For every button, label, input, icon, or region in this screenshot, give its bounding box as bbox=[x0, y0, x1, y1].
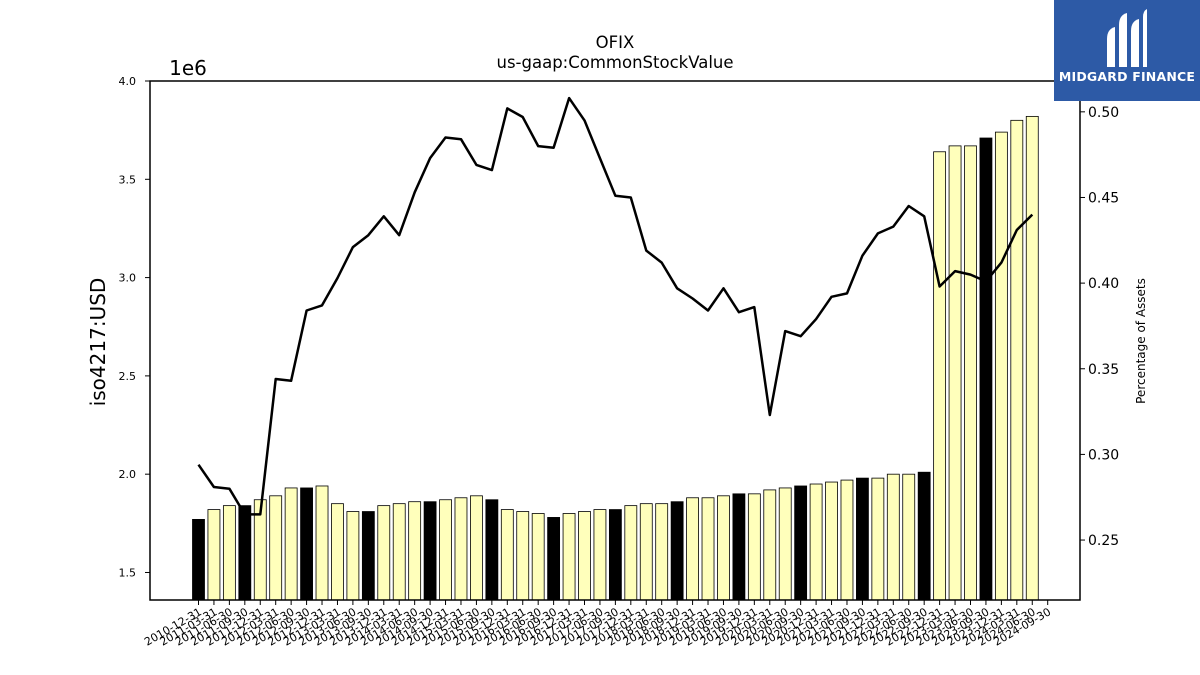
bar bbox=[825, 481, 838, 601]
bar bbox=[300, 487, 313, 601]
bar bbox=[794, 485, 808, 601]
y-tick-label: 2.0 bbox=[119, 468, 137, 481]
bar bbox=[701, 497, 715, 601]
scale-label: 1e6 bbox=[169, 56, 207, 80]
bar bbox=[346, 511, 360, 601]
bar bbox=[856, 477, 869, 601]
bar bbox=[809, 483, 823, 601]
y-axis-label: iso4217:USD bbox=[86, 278, 110, 407]
bar bbox=[500, 509, 514, 601]
bar bbox=[377, 505, 391, 601]
bar bbox=[454, 497, 468, 601]
y-right-tick-label: 0.30 bbox=[1088, 447, 1119, 463]
bar bbox=[331, 503, 344, 601]
bar bbox=[439, 499, 452, 601]
y-axis-right-label: Percentage of Assets bbox=[1134, 278, 1148, 404]
y-tick-label: 1.5 bbox=[119, 566, 137, 579]
bar bbox=[624, 505, 638, 601]
bar bbox=[423, 501, 437, 601]
logo: MIDGARD FINANCE bbox=[1054, 0, 1200, 101]
y-tick-label: 3.0 bbox=[119, 272, 137, 285]
y-right-tick-label: 0.50 bbox=[1088, 105, 1119, 121]
bar bbox=[902, 473, 916, 601]
bar bbox=[1010, 119, 1024, 601]
bar bbox=[732, 493, 746, 601]
y-right-tick-label: 0.45 bbox=[1088, 190, 1119, 206]
bar bbox=[284, 487, 298, 601]
midgard-logo-icon bbox=[1107, 9, 1147, 67]
chart-subtitle: us-gaap:CommonStockValue bbox=[496, 53, 734, 72]
bar bbox=[948, 145, 962, 601]
bar bbox=[871, 477, 885, 601]
bar bbox=[717, 495, 730, 601]
logo-text: MIDGARD FINANCE bbox=[1058, 69, 1196, 84]
bar bbox=[686, 497, 699, 601]
bar bbox=[531, 513, 545, 601]
y-tick-label: 2.5 bbox=[119, 370, 137, 383]
bar bbox=[315, 485, 329, 601]
bar bbox=[207, 509, 221, 601]
bar bbox=[763, 489, 777, 601]
bar bbox=[485, 499, 499, 601]
bar bbox=[778, 487, 792, 601]
bar bbox=[408, 501, 422, 601]
bar bbox=[578, 511, 591, 601]
y-right-tick-label: 0.25 bbox=[1088, 533, 1119, 549]
bar bbox=[470, 495, 483, 601]
bar bbox=[593, 509, 607, 601]
percentage-line bbox=[197, 96, 1034, 516]
bar bbox=[886, 473, 900, 601]
bar bbox=[392, 503, 406, 601]
bar bbox=[608, 509, 622, 601]
bar bbox=[269, 495, 283, 601]
bar bbox=[361, 511, 375, 601]
bar bbox=[1025, 115, 1039, 601]
bar bbox=[238, 505, 252, 601]
bar bbox=[840, 479, 854, 601]
bar bbox=[222, 505, 236, 601]
bar bbox=[747, 493, 761, 601]
bar bbox=[192, 518, 205, 601]
y-right-tick-label: 0.35 bbox=[1088, 362, 1119, 378]
bar bbox=[933, 151, 947, 601]
y-tick-label: 4.0 bbox=[119, 75, 137, 88]
bar bbox=[516, 511, 530, 601]
bar bbox=[670, 501, 684, 601]
bar bbox=[994, 131, 1008, 601]
bar bbox=[639, 503, 653, 601]
y-right-tick-label: 0.40 bbox=[1088, 276, 1119, 292]
bar bbox=[964, 145, 977, 601]
bar bbox=[547, 517, 561, 601]
chart-title: OFIX bbox=[595, 33, 635, 52]
bar bbox=[562, 513, 576, 601]
y-tick-label: 3.5 bbox=[119, 173, 137, 186]
bar bbox=[979, 137, 993, 601]
bar bbox=[655, 503, 669, 601]
bar bbox=[917, 471, 931, 601]
